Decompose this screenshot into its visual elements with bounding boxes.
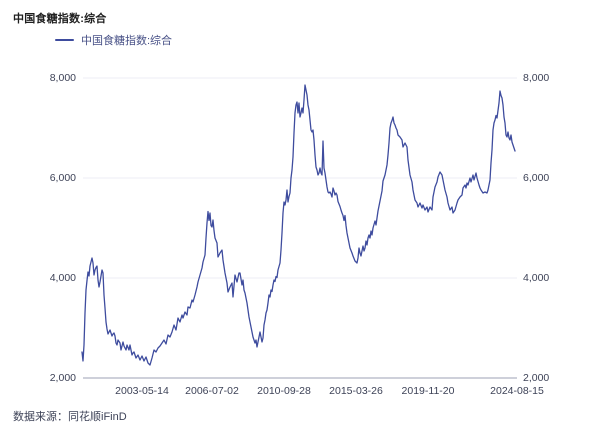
y-axis-label-right: 8,000	[523, 71, 550, 84]
y-axis-label-left: 2,000	[49, 371, 76, 384]
series-line	[81, 84, 516, 366]
chart-title: 中国食糖指数:综合	[13, 13, 107, 25]
y-axis-label-right: 4,000	[523, 271, 550, 284]
x-axis-label: 2010-09-28	[257, 385, 311, 397]
legend-line-icon	[55, 39, 74, 41]
x-axis-label: 2003-05-14	[115, 385, 169, 397]
y-axis-label-right: 2,000	[523, 371, 550, 384]
x-axis-label: 2006-07-02	[185, 385, 239, 397]
y-axis-label-left: 8,000	[49, 71, 76, 84]
data-source: 数据来源：同花顺iFinD	[13, 411, 127, 423]
legend-label: 中国食糖指数:综合	[81, 35, 173, 47]
legend-item[interactable]: 中国食糖指数:综合	[55, 32, 172, 48]
y-axis-label-left: 4,000	[49, 271, 76, 284]
x-axis-label: 2019-11-20	[401, 385, 455, 397]
y-axis-label-left: 6,000	[49, 171, 76, 184]
x-axis-label: 2024-08-15	[490, 385, 544, 397]
x-axis-label: 2015-03-26	[329, 385, 383, 397]
y-axis-label-right: 6,000	[523, 171, 550, 184]
